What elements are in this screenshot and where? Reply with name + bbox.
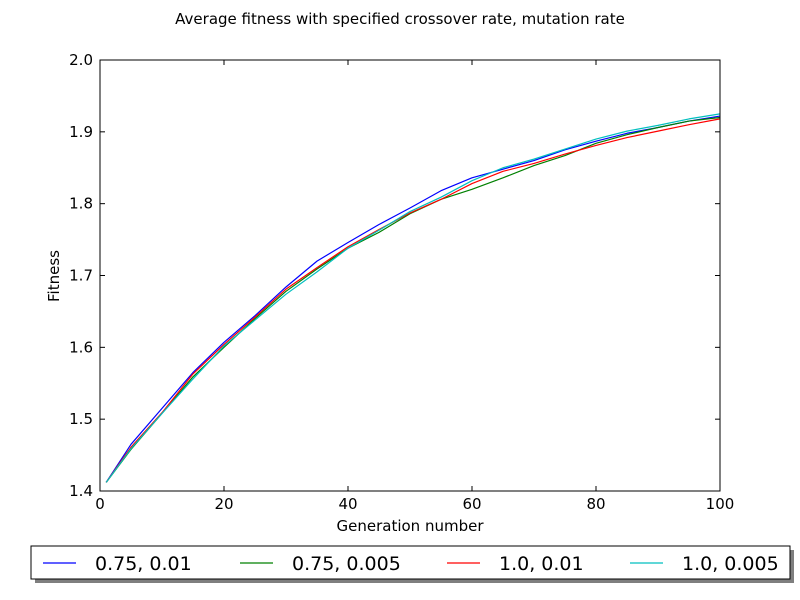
y-axis-ticks: 1.4 1.5 1.6 1.7 1.8 1.9 2.0 [69,51,720,500]
legend-label: 1.0, 0.01 [499,553,584,575]
series-line [105,115,721,483]
x-tick-label: 20 [214,495,233,513]
x-tick-label: 100 [706,495,735,513]
x-tick-label: 60 [462,495,481,513]
chart-title: Average fitness with specified crossover… [175,10,625,28]
y-tick-label: 2.0 [69,51,93,69]
legend: 0.75, 0.01 0.75, 0.005 1.0, 0.01 1.0, 0.005 [30,545,794,583]
x-axis-ticks: 0 20 40 60 80 100 [95,60,734,513]
y-tick-label: 1.7 [69,267,93,285]
legend-label: 0.75, 0.01 [95,553,192,575]
y-tick-label: 1.4 [69,482,93,500]
legend-label: 0.75, 0.005 [292,553,401,575]
y-tick-label: 1.8 [69,195,93,213]
y-tick-label: 1.5 [69,410,93,428]
series-line [105,116,721,483]
x-axis-label: Generation number [337,517,485,535]
series-lines [105,113,721,483]
y-tick-label: 1.9 [69,123,93,141]
legend-items: 0.75, 0.01 0.75, 0.005 1.0, 0.01 1.0, 0.005 [43,553,779,575]
y-axis-label: Fitness [45,250,63,302]
x-tick-label: 0 [95,495,105,513]
series-line [105,113,721,483]
legend-box [30,545,791,580]
series-line [105,118,721,483]
x-tick-label: 40 [338,495,357,513]
plot-border [99,59,721,492]
plot-area [100,60,720,491]
x-tick-label: 80 [586,495,605,513]
legend-label: 1.0, 0.005 [682,553,779,575]
y-tick-label: 1.6 [69,338,93,356]
